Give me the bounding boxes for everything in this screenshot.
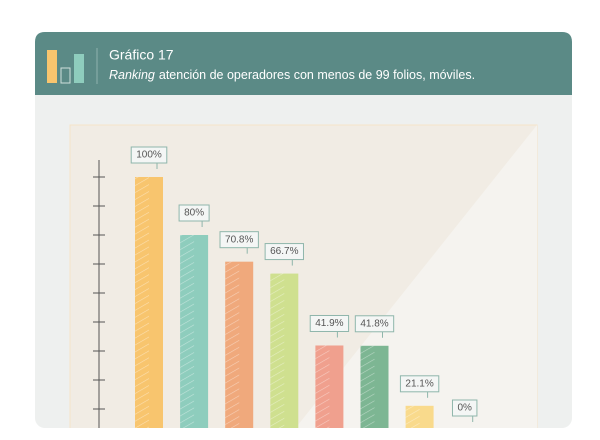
icon <box>60 67 71 84</box>
value-label-box <box>264 243 304 261</box>
panel-shade <box>295 125 537 428</box>
bar-hatch <box>135 177 149 428</box>
plot: 100% 80% 70.8% 66.7% 41.9% 41.8% 21.1% 0% <box>69 124 538 428</box>
header <box>35 32 572 95</box>
value-label-box <box>354 315 395 333</box>
value-label: 0% <box>457 403 472 414</box>
bar-hatch <box>315 345 330 428</box>
value-label: 70.8% <box>225 234 253 245</box>
value-label: 41.9% <box>315 318 343 329</box>
icon <box>47 50 57 83</box>
value-label: 21.1% <box>405 378 433 389</box>
subtitle-italic: Ranking <box>109 68 155 82</box>
value-label-box <box>219 231 259 249</box>
value-label-box <box>309 314 350 332</box>
value-label-box <box>451 399 478 417</box>
subtitle-text: atención de operadores con menos de 99 f… <box>159 68 475 82</box>
bar-hatch <box>180 235 195 428</box>
bar-hatch <box>360 345 375 428</box>
value-label-box <box>399 375 440 393</box>
bar-hatch <box>405 405 420 428</box>
value-label-box <box>130 146 168 164</box>
value-label: 66.7% <box>270 246 298 257</box>
chart-title: Gráfico 17 <box>109 47 174 63</box>
bar-hatch <box>270 273 285 428</box>
value-label: 41.8% <box>360 318 388 329</box>
icon <box>74 54 84 83</box>
value-label: 100% <box>136 150 162 161</box>
chart-subtitle: Ranking atención de operadores con menos … <box>109 68 475 82</box>
bar-hatch <box>225 261 240 428</box>
value-label: 80% <box>184 208 204 219</box>
value-label-box <box>178 204 210 222</box>
